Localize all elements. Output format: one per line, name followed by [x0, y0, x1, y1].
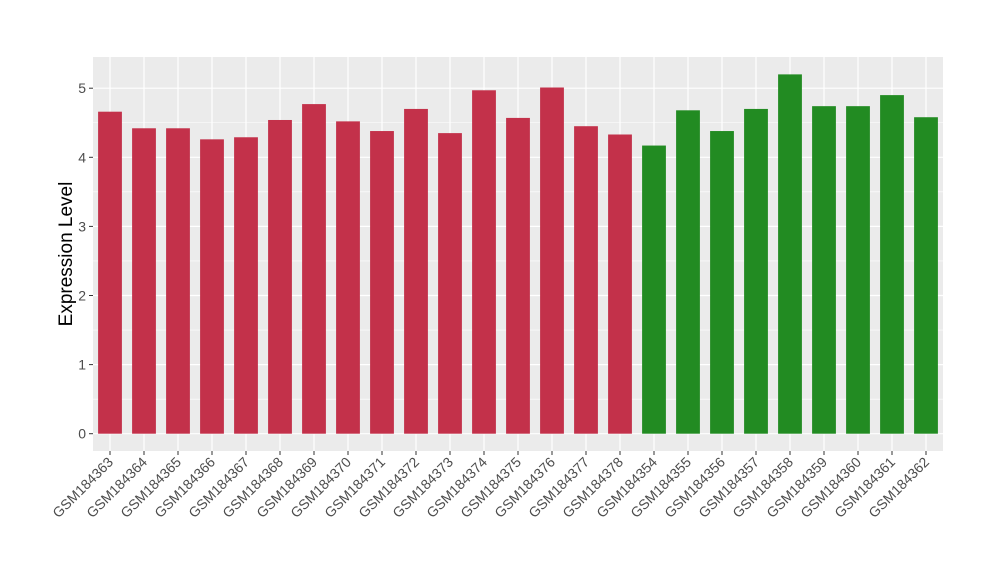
- bar-GSM184367: [234, 137, 258, 434]
- y-tick-label: 1: [78, 357, 86, 373]
- bar-GSM184378: [608, 134, 632, 434]
- bar-GSM184369: [302, 104, 326, 434]
- bar-GSM184364: [132, 128, 156, 434]
- bar-GSM184357: [744, 108, 768, 434]
- bar-GSM184366: [200, 139, 224, 434]
- bar-GSM184358: [778, 74, 802, 434]
- bar-GSM184374: [472, 90, 496, 434]
- bar-GSM184370: [336, 121, 360, 434]
- bar-GSM184363: [98, 111, 122, 434]
- bar-GSM184376: [540, 87, 564, 434]
- bar-GSM184372: [404, 108, 428, 434]
- bar-GSM184371: [370, 131, 394, 434]
- bar-GSM184375: [506, 117, 530, 434]
- bar-GSM184362: [914, 117, 938, 434]
- bar-GSM184373: [438, 133, 462, 434]
- bar-GSM184360: [846, 106, 870, 434]
- bar-GSM184365: [166, 128, 190, 434]
- bar-GSM184377: [574, 126, 598, 434]
- bar-GSM184356: [710, 131, 734, 434]
- y-tick-label: 5: [78, 80, 86, 96]
- y-tick-label: 0: [78, 426, 86, 442]
- y-tick-label: 2: [78, 288, 86, 304]
- bar-GSM184359: [812, 106, 836, 434]
- bar-GSM184361: [880, 95, 904, 434]
- y-tick-label: 3: [78, 218, 86, 234]
- y-axis-label: Expression Level: [56, 182, 77, 327]
- bar-GSM184354: [642, 145, 666, 434]
- bar-GSM184368: [268, 119, 292, 434]
- bar-GSM184355: [676, 110, 700, 434]
- y-tick-label: 4: [78, 149, 86, 165]
